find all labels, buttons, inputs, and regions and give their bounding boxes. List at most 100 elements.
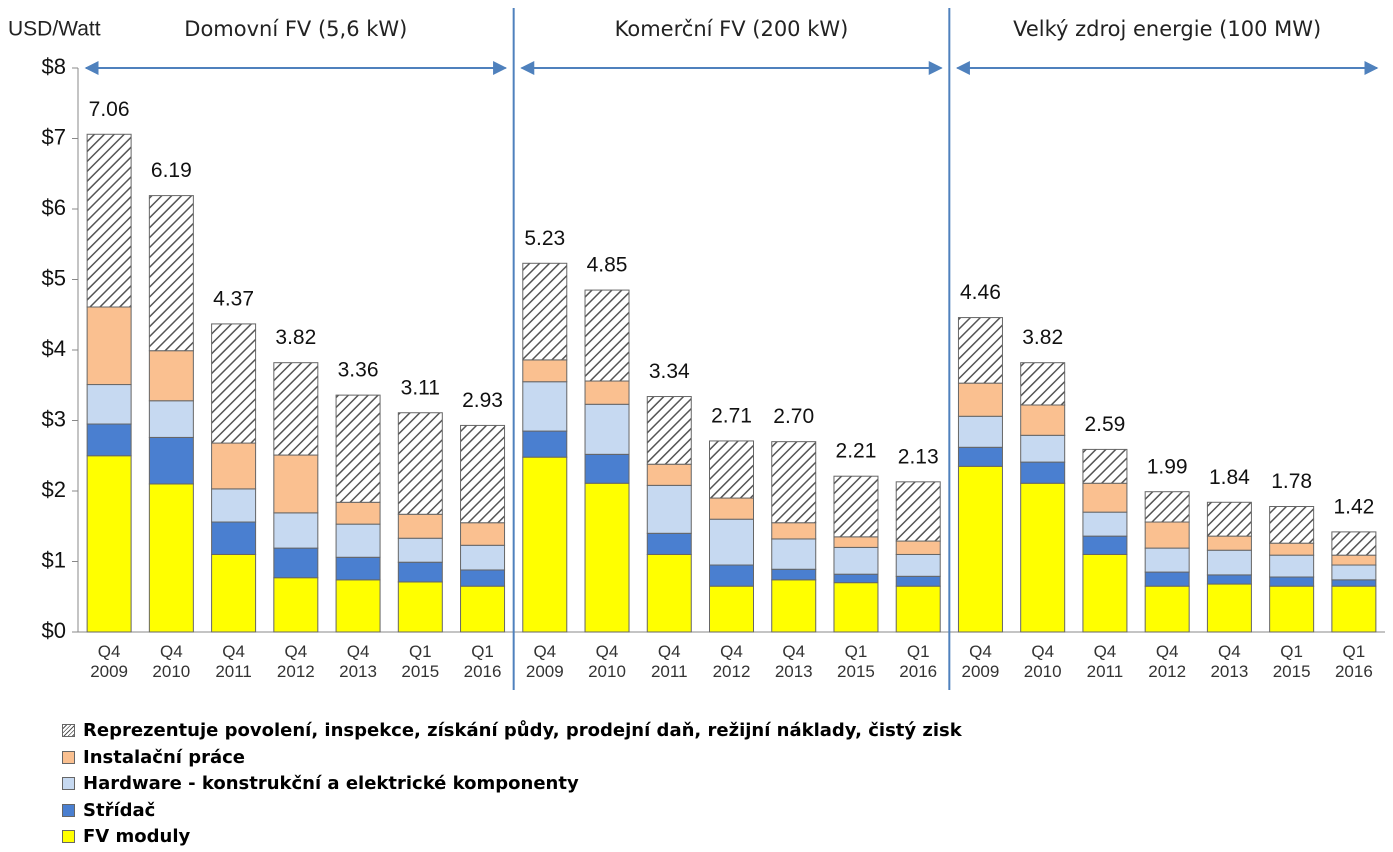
bar-segment [1020, 434, 1066, 463]
x-tick-label: Q1 2015 [837, 642, 875, 681]
y-axis-title: USD/Watt [8, 18, 101, 41]
bar-segment [709, 518, 754, 566]
total-label: 2.70 [773, 405, 814, 428]
bar-segment [1331, 564, 1377, 581]
x-tick-label: Q4 2009 [90, 642, 129, 681]
bar-segment [1144, 521, 1190, 549]
x-tick-label: Q1 2015 [1272, 642, 1311, 681]
bar-segment [86, 384, 132, 425]
bar-segment [1206, 549, 1252, 576]
bar-segment [148, 483, 194, 633]
bar-segment [397, 412, 443, 515]
bar-segment [1269, 542, 1315, 556]
bar-segment [460, 424, 506, 524]
bar-segment [646, 532, 692, 555]
total-label: 2.71 [711, 404, 752, 427]
bar-segment [895, 585, 941, 633]
legend-label: FV moduly [83, 826, 191, 847]
x-tick-label: Q4 2011 [215, 642, 252, 681]
total-label: 2.59 [1084, 413, 1125, 436]
total-label: 1.42 [1333, 495, 1374, 518]
bar-segment [709, 564, 754, 587]
y-tick-label: $1 [42, 547, 66, 572]
bar-segment [895, 553, 941, 577]
bar-segment [709, 497, 754, 520]
bar-segment [522, 456, 568, 633]
legend-swatch [62, 830, 75, 843]
bar-segment [709, 440, 754, 499]
bar-segment [522, 381, 568, 432]
legend-swatch [62, 724, 75, 737]
bar-segment [522, 359, 568, 383]
bar-segment [1082, 448, 1128, 484]
total-label: 4.46 [960, 281, 1001, 304]
legend-label: Reprezentuje povolení, inspekce, získání… [83, 720, 962, 741]
legend-item: Střídač [62, 800, 155, 821]
bar-segment [771, 538, 817, 570]
bar-segment [522, 430, 568, 458]
y-tick-label: $6 [42, 195, 66, 220]
bar-segment [1206, 574, 1252, 585]
total-label: 6.19 [151, 159, 192, 182]
bar-segment [771, 522, 817, 540]
legend-swatch [62, 777, 75, 790]
total-label: 2.93 [462, 389, 503, 412]
bar-segment [148, 350, 194, 402]
legend-label: Střídač [83, 799, 156, 821]
bar-segment [460, 569, 506, 587]
x-tick-label: Q4 2012 [276, 642, 315, 681]
bar-segment [584, 380, 630, 405]
bar-segment [397, 513, 443, 539]
bar-segment [1206, 535, 1252, 551]
bar-segment [771, 441, 817, 524]
bar-segment [460, 522, 506, 546]
bar-segment [211, 553, 257, 633]
bar-segment [1082, 511, 1128, 537]
bar-segment [1269, 554, 1315, 578]
total-label: 3.82 [275, 326, 316, 349]
x-tick-label: Q4 2012 [1148, 642, 1187, 681]
bar-segment [1206, 583, 1252, 633]
bar-segment [1269, 585, 1315, 633]
legend-item: Hardware - konstrukční a elektrické komp… [62, 773, 579, 794]
y-tick-label: $0 [42, 618, 66, 643]
bar-segment [957, 446, 1003, 467]
bar-segment [1020, 404, 1066, 436]
bar-segment [148, 400, 194, 438]
total-label: 5.23 [524, 227, 565, 250]
bar-segment [335, 579, 381, 633]
bar-segment [211, 323, 257, 444]
legend-label: Instalační práce [83, 746, 245, 768]
x-tick-label: Q4 2011 [1086, 642, 1124, 681]
bar-segment [211, 442, 257, 490]
bar-segment [397, 561, 443, 583]
y-tick-label: $2 [42, 477, 66, 502]
bar-segment [1082, 535, 1128, 555]
bar-segment [1269, 506, 1315, 544]
bar-segment [771, 579, 817, 633]
group-label: Komerční FV (200 kW) [615, 17, 849, 41]
bar-segment [335, 501, 381, 525]
x-tick-label: Q4 2012 [712, 642, 751, 681]
x-tick-label: Q4 2013 [774, 642, 813, 681]
bar-segment [646, 484, 692, 534]
bar-segment [1331, 531, 1377, 556]
x-tick-label: Q4 2013 [1210, 642, 1249, 681]
bar-segment [1020, 482, 1066, 633]
bar-segment [1144, 547, 1190, 573]
bar-segment [833, 582, 879, 633]
bar-segment [86, 133, 132, 308]
legend-label: Hardware - konstrukční a elektrické komp… [83, 773, 579, 794]
total-label: 3.82 [1022, 326, 1063, 349]
total-label: 2.21 [836, 440, 877, 463]
bar-segment [895, 540, 941, 555]
bar-segment [646, 553, 692, 633]
bar-segment [335, 523, 381, 558]
total-label: 1.99 [1147, 455, 1188, 478]
bar-segment [895, 575, 941, 587]
legend-item: Instalační práce [62, 747, 245, 768]
bar-segment [957, 415, 1003, 448]
y-tick-label: $8 [42, 54, 66, 79]
